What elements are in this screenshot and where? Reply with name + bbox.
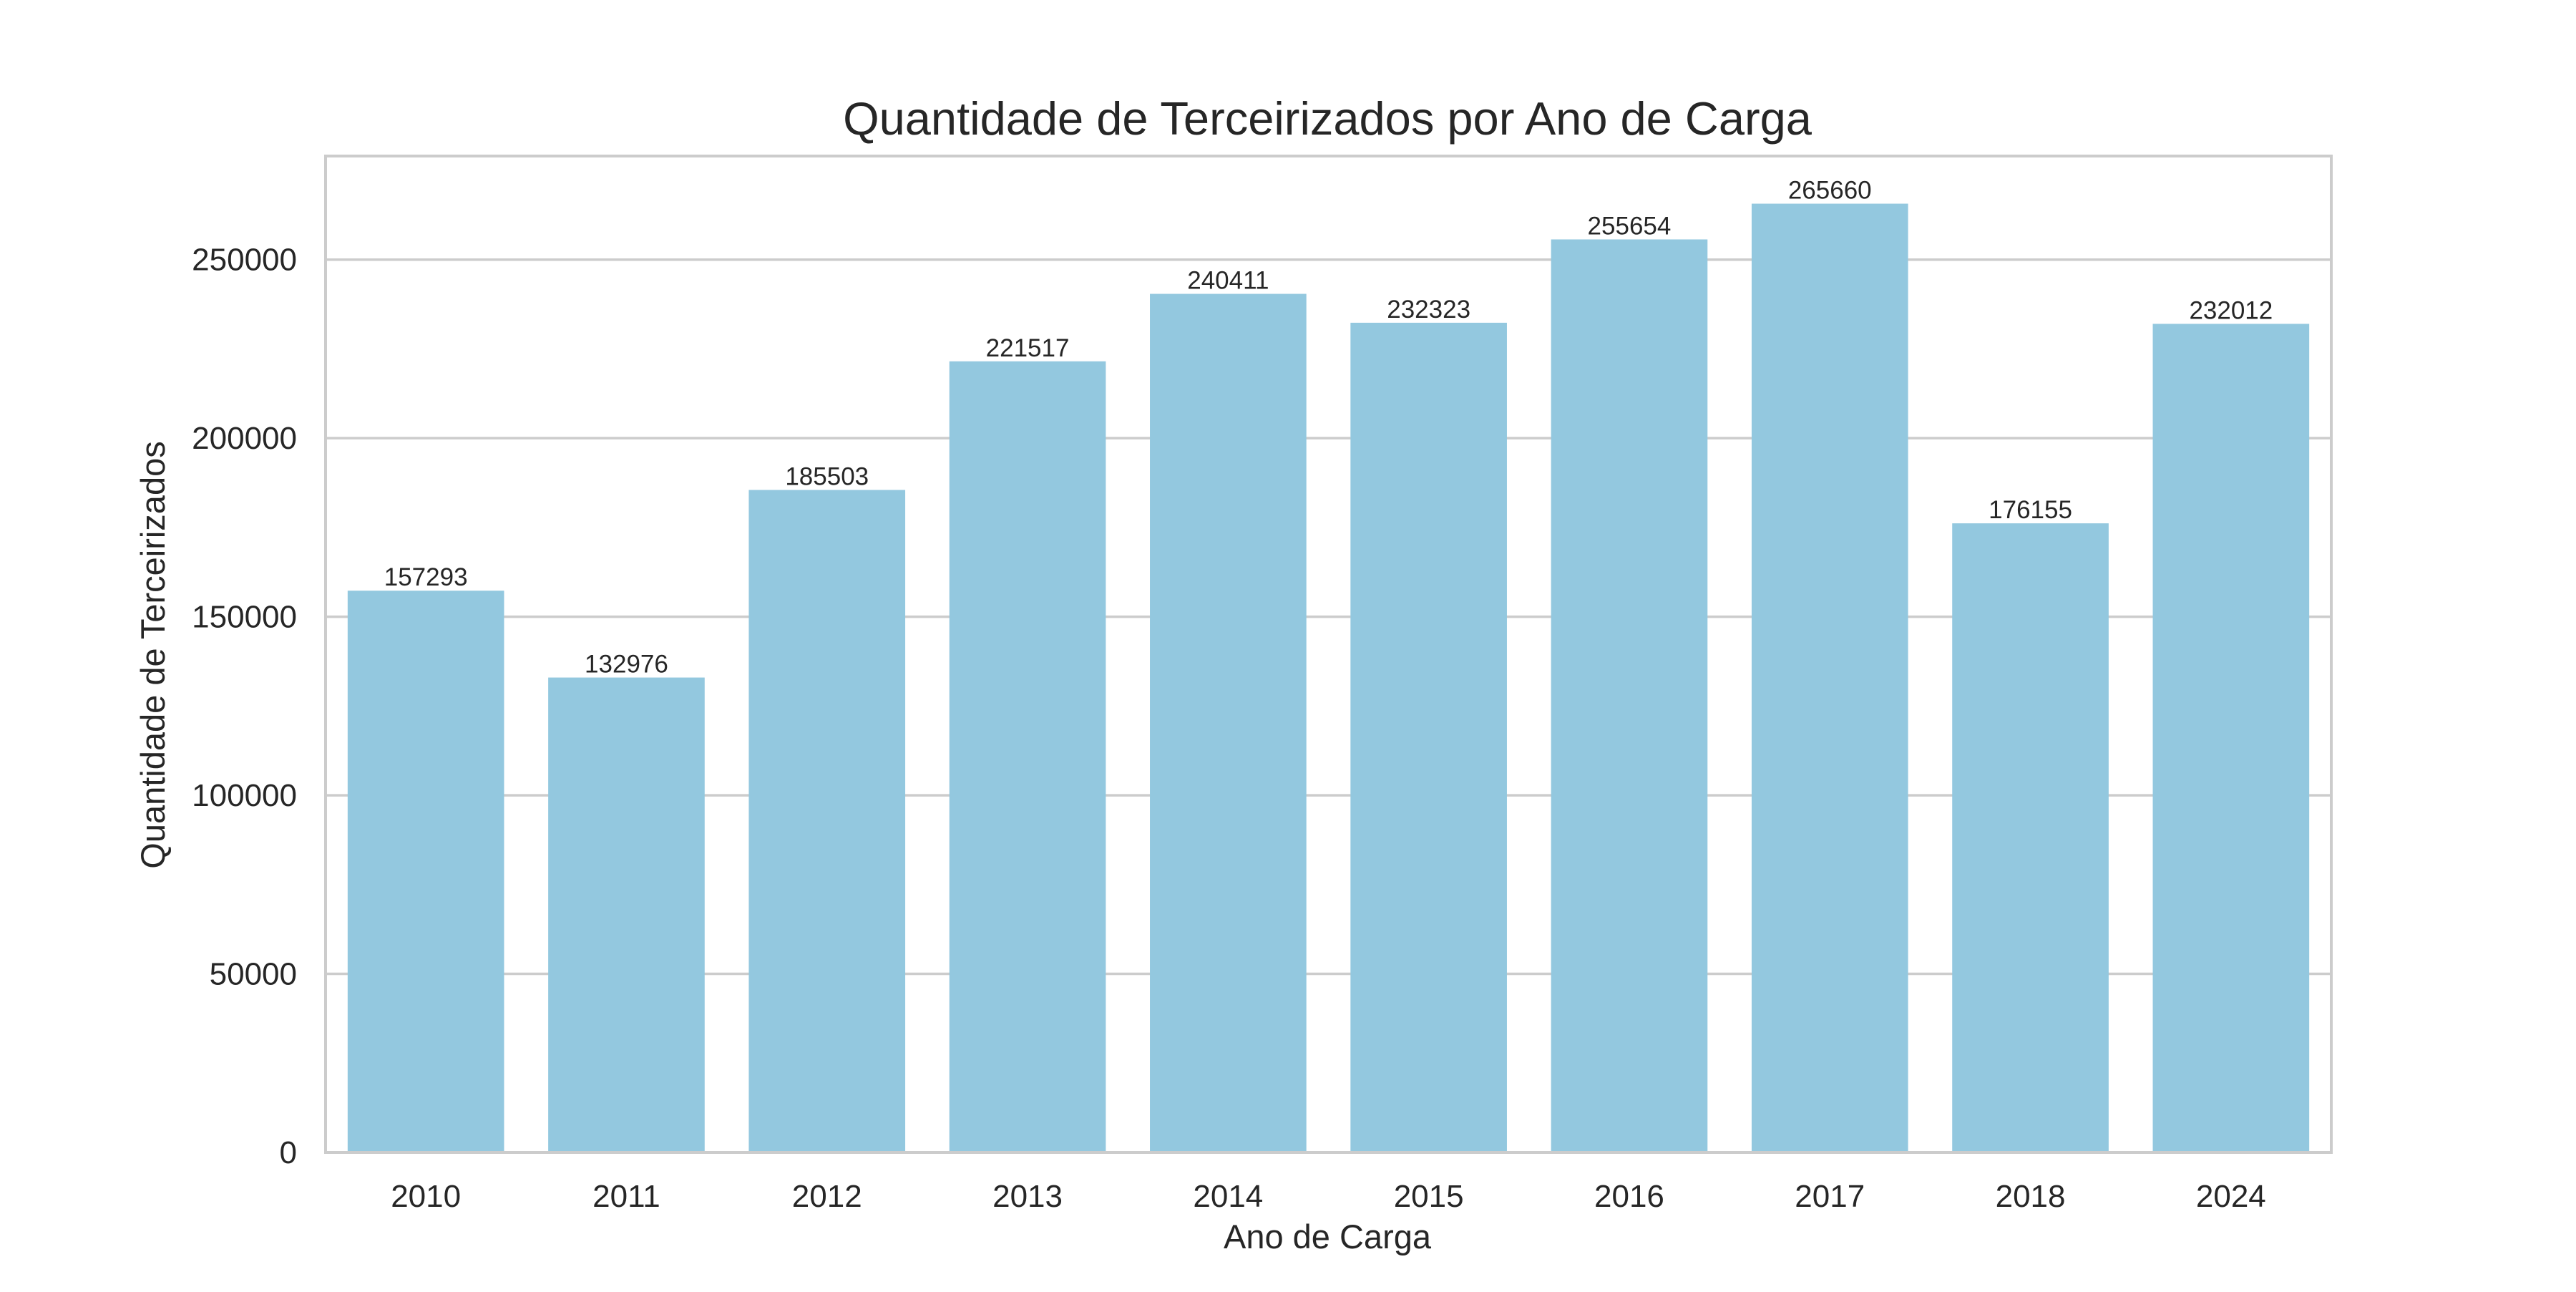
y-tick-label: 50000	[210, 957, 297, 992]
data-label-2011: 132976	[585, 651, 668, 679]
bar-2012	[748, 490, 906, 1152]
bar-2024	[2152, 324, 2310, 1152]
x-tick-label: 2014	[1193, 1179, 1263, 1214]
x-tick-label: 2018	[1996, 1179, 2066, 1214]
data-label-2024: 232012	[2189, 296, 2273, 324]
chart-title: Quantidade de Terceirizados por Ano de C…	[843, 92, 1813, 145]
plot-frame	[324, 155, 2333, 1154]
data-label-2015: 232323	[1387, 296, 1470, 324]
x-tick-label: 2013	[992, 1179, 1063, 1214]
x-tick-labels: 2010 2011 2012 2013 2014 2015 2016 2017 2018 2024	[391, 1179, 2266, 1214]
y-tick-labels: 0 50000 100000 150000 200000 250000	[192, 243, 297, 1170]
data-label-2010: 157293	[384, 563, 468, 591]
y-tick-label: 200000	[192, 421, 297, 456]
data-label-2016: 255654	[1588, 212, 1672, 240]
data-label-2014: 240411	[1187, 267, 1269, 295]
bar-2013	[949, 361, 1106, 1153]
y-tick-label: 250000	[192, 243, 297, 278]
bar-2018	[1952, 523, 2109, 1152]
bar-2014	[1150, 293, 1307, 1153]
bar-2011	[548, 677, 705, 1152]
bar-2015	[1350, 322, 1507, 1153]
bars	[347, 203, 2310, 1153]
x-tick-label: 2015	[1394, 1179, 1464, 1214]
x-tick-label: 2011	[592, 1179, 660, 1214]
y-axis-label: Quantidade de Terceirizados	[134, 441, 172, 868]
bar-2010	[347, 591, 504, 1152]
y-tick-label: 100000	[192, 778, 297, 813]
data-label-2017: 265660	[1788, 177, 1872, 205]
data-label-2013: 221517	[986, 334, 1070, 362]
data-label-2012: 185503	[785, 462, 869, 490]
x-tick-label: 2010	[391, 1179, 461, 1214]
x-axis-label: Ano de Carga	[1224, 1218, 1432, 1255]
data-label-2018: 176155	[1989, 496, 2072, 524]
bar-2016	[1551, 239, 1708, 1152]
x-tick-label: 2016	[1594, 1179, 1664, 1214]
x-tick-label: 2012	[792, 1179, 862, 1214]
y-tick-label: 0	[280, 1135, 297, 1170]
x-tick-label: 2024	[2196, 1179, 2266, 1214]
bar-2017	[1751, 203, 1908, 1153]
y-tick-label: 150000	[192, 600, 297, 635]
data-labels: 157293 132976 185503 221517 240411 232323 2556…	[384, 177, 2273, 679]
x-tick-label: 2017	[1795, 1179, 1865, 1214]
